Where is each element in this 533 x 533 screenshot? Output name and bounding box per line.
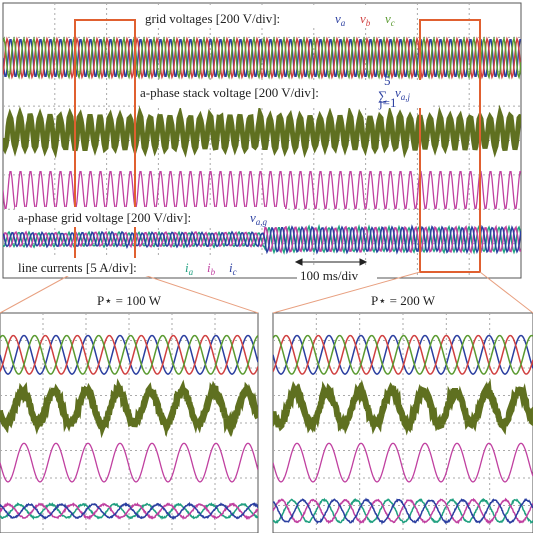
timebase: 100 ms/div bbox=[300, 268, 359, 283]
figure: grid voltages [200 V/div]: va vb vc a-ph… bbox=[0, 0, 533, 533]
zoom-title: P⋆ = 200 W bbox=[371, 293, 436, 308]
sym-sub: a,j bbox=[401, 92, 411, 102]
sum-upper: 5 bbox=[384, 73, 391, 88]
sym-sub: c bbox=[391, 18, 395, 28]
label: grid voltages [200 V/div]: bbox=[145, 11, 280, 26]
sym-sub: a,g bbox=[256, 217, 268, 227]
sym-sub: b bbox=[366, 18, 371, 28]
sym-sub: a bbox=[341, 18, 346, 28]
sym-sub: a bbox=[189, 267, 194, 277]
zoom-title: P⋆ = 100 W bbox=[97, 293, 162, 308]
sym-sub: b bbox=[211, 267, 216, 277]
label: a-phase stack voltage [200 V/div]: bbox=[140, 85, 319, 100]
sym-sub: c bbox=[233, 267, 237, 277]
sum-lower: j=1 bbox=[378, 95, 396, 110]
label: line currents [5 A/div]: bbox=[18, 260, 137, 275]
label: a-phase grid voltage [200 V/div]: bbox=[18, 210, 191, 225]
